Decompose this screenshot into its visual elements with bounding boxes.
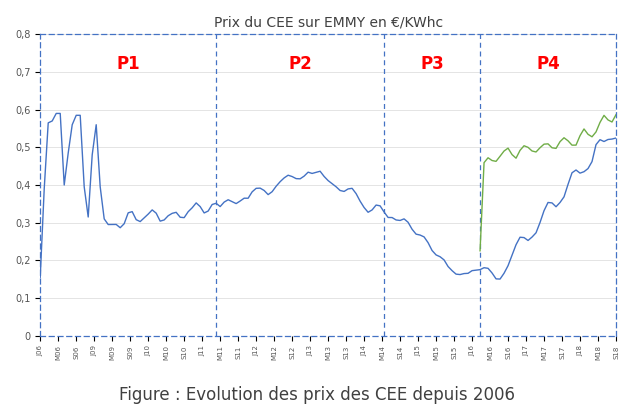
Text: P1: P1 [117, 55, 140, 73]
Text: P2: P2 [288, 55, 312, 73]
Text: Figure : Evolution des prix des CEE depuis 2006: Figure : Evolution des prix des CEE depu… [119, 386, 515, 404]
Text: P4: P4 [536, 55, 560, 73]
Text: P3: P3 [420, 55, 444, 73]
Title: Prix du CEE sur EMMY en €/KWhc: Prix du CEE sur EMMY en €/KWhc [214, 15, 443, 29]
